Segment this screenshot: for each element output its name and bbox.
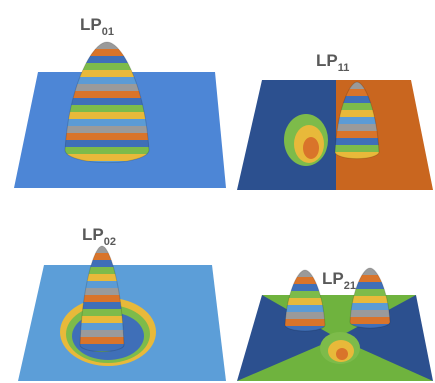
band (333, 124, 381, 132)
peak (63, 42, 151, 169)
band (63, 147, 151, 155)
band (63, 119, 151, 127)
band (283, 298, 327, 306)
panel-lp21: LP21 (237, 268, 433, 381)
band (63, 105, 151, 113)
band (333, 138, 381, 146)
band (78, 295, 126, 303)
band (63, 42, 151, 50)
band (283, 270, 327, 278)
band (348, 303, 392, 311)
panel-label: LP02 (82, 225, 116, 248)
band (63, 91, 151, 99)
band (63, 112, 151, 120)
label-base: LP (316, 51, 338, 70)
hole (303, 137, 319, 159)
band (333, 145, 381, 153)
panel-label: LP21 (322, 269, 356, 292)
band (63, 126, 151, 134)
peak (283, 270, 327, 334)
band (348, 268, 392, 276)
label-sub: 11 (338, 62, 350, 74)
panel-lp11: LP11 (237, 51, 433, 190)
label-base: LP (322, 269, 344, 288)
band (283, 277, 327, 285)
band (348, 310, 392, 318)
panel-label: LP01 (80, 15, 114, 38)
panel-label: LP11 (316, 51, 349, 74)
label-base: LP (80, 15, 102, 34)
band (78, 302, 126, 310)
band (63, 56, 151, 64)
band (78, 330, 126, 338)
peak (78, 246, 126, 359)
band (348, 296, 392, 304)
peak (348, 268, 392, 332)
band (78, 253, 126, 261)
band (78, 246, 126, 254)
band (63, 63, 151, 71)
band (283, 312, 327, 320)
band (348, 317, 392, 325)
band (283, 284, 327, 292)
band (63, 140, 151, 148)
band (78, 337, 126, 345)
band (63, 49, 151, 57)
label-sub: 21 (344, 280, 356, 292)
band (63, 98, 151, 106)
band (63, 133, 151, 141)
band (78, 309, 126, 317)
panel-lp01: LP01 (14, 15, 226, 188)
band (78, 316, 126, 324)
figure: LP01 LP11 LP02 LP21 (0, 0, 435, 383)
label-sub: 02 (104, 236, 116, 248)
band (333, 131, 381, 139)
band (333, 117, 381, 125)
hole (336, 348, 348, 360)
panel-lp02: LP02 (18, 225, 226, 381)
label-base: LP (82, 225, 104, 244)
label-sub: 01 (102, 26, 114, 38)
band (283, 319, 327, 327)
band (78, 323, 126, 331)
band (283, 305, 327, 313)
